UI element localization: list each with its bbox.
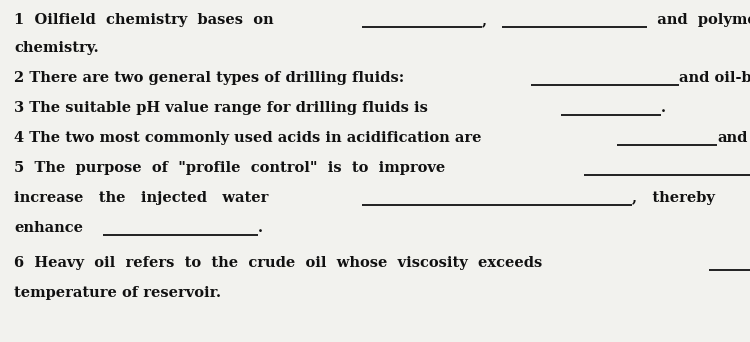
Text: .: . xyxy=(662,101,666,115)
Text: 1  Oilfield  chemistry  bases  on: 1 Oilfield chemistry bases on xyxy=(14,13,284,27)
Text: ,: , xyxy=(482,13,497,27)
Text: 2 There are two general types of drilling fluids:: 2 There are two general types of drillin… xyxy=(14,71,415,85)
Text: 3 The suitable pH value range for drilling fluids is: 3 The suitable pH value range for drilli… xyxy=(14,101,438,115)
Text: temperature of reservoir.: temperature of reservoir. xyxy=(14,286,221,300)
Text: enhance: enhance xyxy=(14,221,83,235)
Text: and  polymer: and polymer xyxy=(647,13,750,27)
Text: and oil-based fluids.: and oil-based fluids. xyxy=(679,71,750,85)
Text: and: and xyxy=(717,131,748,145)
Text: .: . xyxy=(258,221,263,235)
Text: ,   thereby: , thereby xyxy=(632,191,715,205)
Text: chemistry.: chemistry. xyxy=(14,41,99,55)
Text: increase   the   injected   water: increase the injected water xyxy=(14,191,284,205)
Text: 4 The two most commonly used acids in acidification are: 4 The two most commonly used acids in ac… xyxy=(14,131,482,145)
Text: 5  The  purpose  of  "profile  control"  is  to  improve: 5 The purpose of "profile control" is to… xyxy=(14,161,455,175)
Text: 6  Heavy  oil  refers  to  the  crude  oil  whose  viscosity  exceeds: 6 Heavy oil refers to the crude oil whos… xyxy=(14,256,553,270)
